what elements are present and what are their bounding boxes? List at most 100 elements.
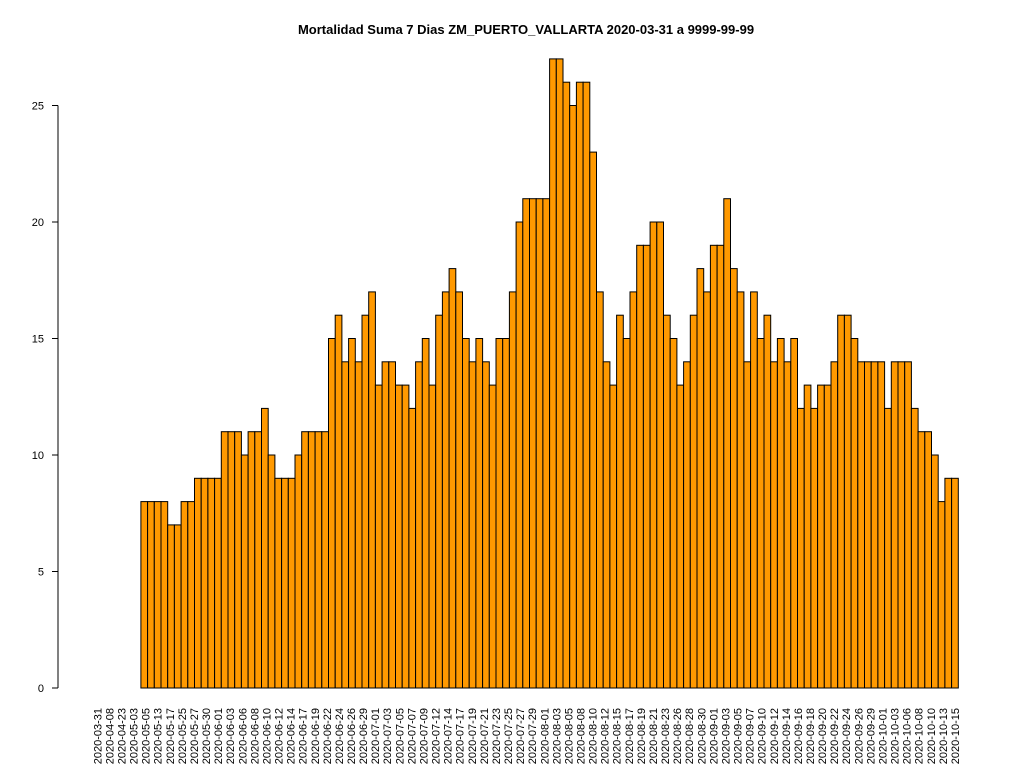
bar	[582, 81, 591, 689]
x-tick-label: 2020-09-24	[841, 708, 853, 764]
bar	[569, 105, 577, 689]
bar	[428, 384, 437, 689]
bar	[435, 314, 443, 689]
x-tick-label: 2020-09-03	[720, 708, 732, 764]
bar	[160, 501, 169, 689]
bar	[609, 384, 618, 689]
bar	[321, 431, 329, 689]
bar	[716, 244, 725, 689]
y-tick-label: 15	[32, 334, 44, 346]
bar	[763, 314, 772, 689]
x-tick-label: 2020-07-19	[467, 708, 479, 764]
x-tick-label: 2020-06-26	[346, 708, 358, 764]
bar	[797, 407, 805, 689]
bar	[730, 268, 738, 689]
bar	[776, 338, 785, 689]
x-tick-label: 2020-06-08	[249, 708, 261, 764]
bar	[254, 431, 263, 689]
x-tick-label: 2020-08-21	[648, 708, 660, 764]
bar	[173, 524, 182, 689]
bar	[555, 58, 564, 689]
x-tick-label: 2020-09-26	[853, 708, 865, 764]
y-tick-label: 20	[32, 217, 44, 229]
x-tick-label: 2020-08-03	[551, 708, 563, 764]
bar	[924, 431, 932, 689]
x-tick-label: 2020-06-24	[334, 708, 346, 764]
x-tick-label: 2020-09-05	[733, 708, 745, 764]
bar	[703, 291, 711, 689]
x-tick-label: 2020-06-29	[358, 708, 370, 764]
x-tick-label: 2020-06-19	[310, 708, 322, 764]
x-tick-label: 2020-07-17	[455, 708, 467, 764]
bar	[649, 221, 658, 689]
bar	[395, 384, 403, 689]
x-tick-label: 2020-10-01	[877, 708, 889, 764]
bar	[549, 58, 557, 689]
x-tick-label: 2020-07-23	[491, 708, 503, 764]
x-tick-label: 2020-09-14	[781, 708, 793, 764]
bar	[207, 477, 216, 689]
bar	[247, 431, 256, 689]
bar	[944, 477, 953, 689]
x-tick-label: 2020-05-03	[129, 708, 141, 764]
x-tick-label: 2020-06-17	[298, 708, 310, 764]
bar	[522, 198, 530, 689]
bar	[562, 81, 571, 689]
bar	[234, 431, 242, 689]
x-tick-label: 2020-05-25	[177, 708, 189, 764]
bar	[267, 454, 276, 689]
bar	[669, 338, 678, 689]
x-tick-label: 2020-10-15	[950, 708, 962, 764]
bar	[683, 361, 691, 689]
bar	[314, 431, 323, 689]
bar	[334, 314, 343, 689]
y-tick-label: 10	[32, 450, 44, 462]
x-tick-label: 2020-07-25	[503, 708, 515, 764]
bar	[864, 361, 872, 689]
bar	[636, 244, 644, 689]
bar	[261, 407, 269, 689]
bar	[790, 338, 798, 689]
x-tick-label: 2020-08-05	[563, 708, 575, 764]
bar	[723, 198, 731, 689]
bar	[448, 268, 457, 689]
x-tick-label: 2020-08-30	[696, 708, 708, 764]
bar	[951, 477, 959, 689]
x-tick-label: 2020-08-15	[612, 708, 624, 764]
x-tick-label: 2020-08-28	[684, 708, 696, 764]
x-tick-label: 2020-08-17	[624, 708, 636, 764]
x-tick-label: 2020-08-19	[636, 708, 648, 764]
bar	[589, 151, 597, 689]
x-tick-label: 2020-06-10	[261, 708, 273, 764]
bar	[622, 338, 631, 689]
bar	[629, 291, 638, 689]
bar	[341, 361, 350, 689]
x-tick-label: 2020-03-31	[92, 708, 104, 764]
bar	[770, 361, 778, 689]
x-tick-label: 2020-07-05	[394, 708, 406, 764]
bar	[147, 501, 155, 689]
bar	[890, 361, 899, 689]
x-tick-label: 2020-09-16	[793, 708, 805, 764]
x-tick-label: 2020-08-26	[672, 708, 684, 764]
bar	[415, 361, 423, 689]
bar	[140, 501, 149, 689]
y-tick-label: 25	[32, 101, 44, 113]
x-tick-label: 2020-05-27	[189, 708, 201, 764]
bar	[736, 291, 745, 689]
bar	[421, 338, 430, 689]
bar	[917, 431, 926, 689]
bar	[227, 431, 236, 689]
bar	[910, 407, 919, 689]
bar	[830, 361, 839, 689]
bar	[515, 221, 524, 689]
bar	[823, 384, 832, 689]
x-tick-label: 2020-10-08	[914, 708, 926, 764]
x-tick-label: 2020-10-13	[938, 708, 950, 764]
bar	[274, 477, 283, 689]
bar	[408, 407, 417, 689]
bar	[542, 198, 551, 689]
x-tick-label: 2020-06-22	[322, 708, 334, 764]
bar	[904, 361, 912, 689]
bar	[441, 291, 450, 689]
